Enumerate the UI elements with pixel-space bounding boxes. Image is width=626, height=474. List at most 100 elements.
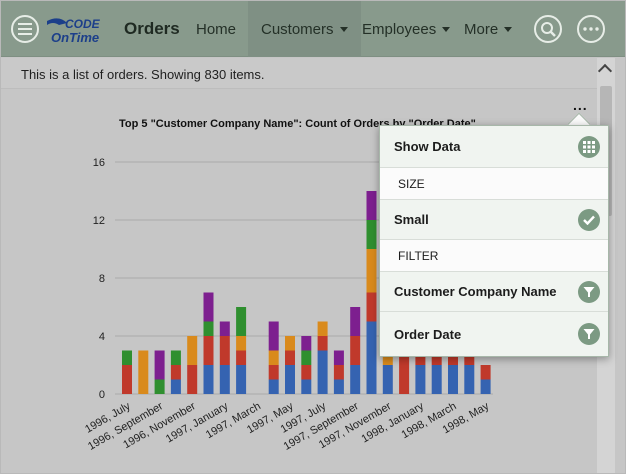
- bar-segment[interactable]: [366, 321, 377, 395]
- bar-segment[interactable]: [366, 220, 377, 249]
- more-options-button[interactable]: [577, 15, 605, 43]
- nav-more-label: More: [464, 20, 499, 38]
- menu-item-customer-company-name[interactable]: Customer Company Name: [380, 272, 608, 312]
- bar-segment[interactable]: [415, 365, 426, 394]
- nav-employees[interactable]: Employees: [349, 1, 463, 57]
- bar-segment[interactable]: [187, 365, 198, 394]
- bar-segment[interactable]: [236, 307, 247, 336]
- bar-segment[interactable]: [236, 350, 247, 366]
- bar-segment[interactable]: [366, 249, 377, 293]
- bar-segment[interactable]: [236, 336, 247, 351]
- bar-segment[interactable]: [301, 365, 312, 380]
- bar-segment[interactable]: [285, 336, 295, 351]
- bar-segment[interactable]: [366, 191, 377, 220]
- nav-employees-label: Employees: [362, 20, 437, 38]
- ellipsis-icon: [583, 27, 599, 31]
- bar-segment[interactable]: [219, 336, 230, 365]
- filter-icon: [578, 281, 600, 303]
- bar-segment[interactable]: [301, 350, 312, 366]
- bar-segment[interactable]: [382, 350, 393, 366]
- bar-segment[interactable]: [350, 307, 361, 336]
- y-tick-label: 16: [93, 157, 105, 169]
- search-button[interactable]: [534, 15, 562, 43]
- bar-segment[interactable]: [333, 350, 344, 366]
- bar-segment[interactable]: [154, 379, 165, 395]
- bar-segment[interactable]: [285, 365, 295, 394]
- bar-segment[interactable]: [317, 336, 328, 351]
- y-tick-label: 0: [99, 389, 105, 401]
- bar-segment[interactable]: [317, 350, 328, 395]
- bar-segment[interactable]: [203, 321, 214, 337]
- bar-segment[interactable]: [138, 350, 149, 395]
- bar-segment[interactable]: [415, 350, 426, 366]
- logo[interactable]: CODE OnTime: [45, 15, 109, 45]
- y-tick-label: 4: [99, 331, 105, 343]
- nav-home[interactable]: Home: [183, 1, 249, 57]
- bar-segment[interactable]: [431, 365, 442, 394]
- bar-segment[interactable]: [333, 365, 344, 380]
- bar-segment[interactable]: [448, 365, 458, 394]
- menu-item-show-data[interactable]: Show Data: [380, 126, 608, 168]
- nav-home-label: Home: [196, 20, 237, 38]
- menu-header-size: SIZE: [380, 168, 608, 200]
- bar-segment[interactable]: [480, 379, 491, 395]
- bar-segment[interactable]: [203, 292, 214, 322]
- bar-segment[interactable]: [187, 336, 198, 365]
- bar-segment[interactable]: [301, 336, 312, 351]
- bar-segment[interactable]: [268, 379, 279, 395]
- bar-segment[interactable]: [154, 350, 165, 380]
- bar-segment[interactable]: [350, 365, 361, 394]
- chevron-down-icon: [442, 26, 451, 32]
- chevron-down-icon: [504, 26, 513, 32]
- menu-button[interactable]: [11, 15, 39, 43]
- menu-header-filter: FILTER: [380, 240, 608, 272]
- menu-header-size-label: SIZE: [398, 176, 425, 191]
- bar-segment[interactable]: [203, 365, 214, 394]
- bar-segment[interactable]: [464, 365, 475, 394]
- bar-segment[interactable]: [268, 365, 279, 380]
- bar-segment[interactable]: [122, 365, 132, 394]
- bar-segment[interactable]: [170, 365, 181, 380]
- chart-options-menu: Show Data SIZE Small FILTER Customer Com…: [379, 125, 609, 357]
- bar-segment[interactable]: [350, 336, 361, 365]
- bar-segment[interactable]: [448, 350, 458, 366]
- menu-item-show-data-label: Show Data: [394, 139, 461, 154]
- chart-menu-button[interactable]: ...: [573, 97, 588, 113]
- nav-customers-label: Customers: [261, 20, 334, 38]
- logo-text-top: CODE: [65, 17, 101, 31]
- bar-segment[interactable]: [219, 365, 230, 394]
- scroll-up-icon[interactable]: [597, 63, 613, 79]
- bar-segment[interactable]: [268, 350, 279, 366]
- logo-mark: CODE OnTime: [47, 17, 101, 45]
- bar-segment[interactable]: [203, 336, 214, 365]
- menu-item-small[interactable]: Small: [380, 200, 608, 240]
- info-bar: This is a list of orders. Showing 830 it…: [1, 58, 597, 89]
- bar-segment[interactable]: [480, 365, 491, 380]
- bar-segment[interactable]: [170, 379, 181, 395]
- bar-segment[interactable]: [236, 365, 247, 394]
- bar-segment[interactable]: [219, 321, 230, 337]
- bar-segment[interactable]: [333, 379, 344, 395]
- bar-segment[interactable]: [268, 321, 279, 351]
- bar-segment[interactable]: [301, 379, 312, 395]
- bar-segment[interactable]: [399, 350, 410, 395]
- nav-customers[interactable]: Customers: [248, 1, 361, 57]
- y-tick-label: 8: [99, 273, 105, 285]
- nav-more[interactable]: More: [451, 1, 525, 57]
- app-title: Orders: [124, 19, 180, 38]
- bar-segment[interactable]: [382, 365, 393, 394]
- bar-segment[interactable]: [285, 350, 295, 366]
- menu-header-filter-label: FILTER: [398, 248, 439, 263]
- bar-segment[interactable]: [464, 350, 475, 366]
- bar-segment[interactable]: [317, 321, 328, 337]
- bar-segment[interactable]: [122, 350, 132, 366]
- search-icon: [541, 22, 556, 37]
- checkmark-icon: [578, 209, 600, 231]
- bar-segment[interactable]: [366, 292, 377, 322]
- bar-segment[interactable]: [431, 350, 442, 366]
- bar-segment[interactable]: [170, 350, 181, 366]
- info-text: This is a list of orders. Showing 830 it…: [21, 67, 265, 82]
- menu-item-order-date[interactable]: Order Date: [380, 312, 608, 356]
- menu-item-customer-company-name-label: Customer Company Name: [394, 284, 557, 299]
